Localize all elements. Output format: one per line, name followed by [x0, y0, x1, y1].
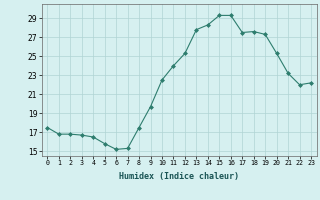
- X-axis label: Humidex (Indice chaleur): Humidex (Indice chaleur): [119, 172, 239, 181]
